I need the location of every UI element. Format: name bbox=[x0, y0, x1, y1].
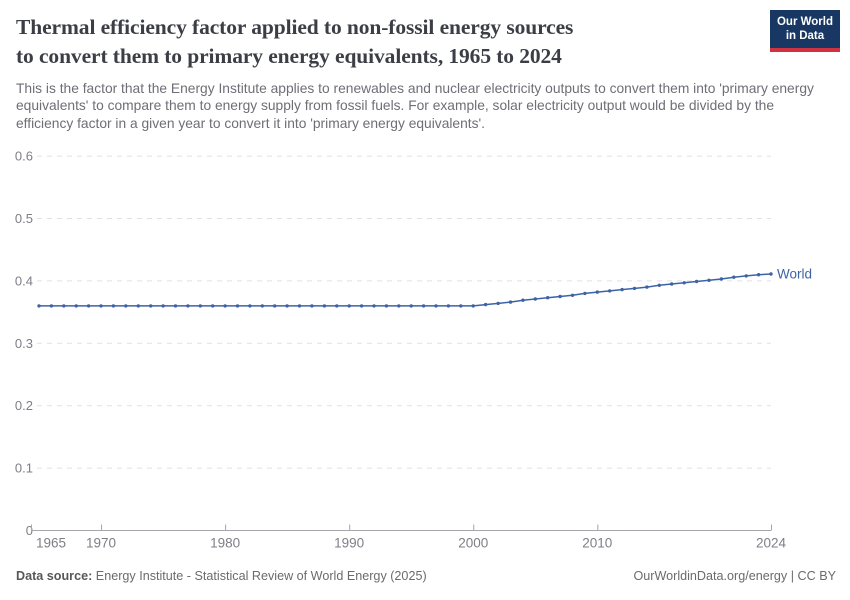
data-point[interactable] bbox=[546, 296, 550, 300]
y-axis-tick-label: 0.5 bbox=[15, 211, 33, 226]
data-point[interactable] bbox=[719, 277, 724, 281]
data-point[interactable] bbox=[645, 285, 649, 289]
chart-title-line2: to convert them to primary energy equiva… bbox=[16, 44, 562, 68]
data-source-text: Energy Institute - Statistical Review of… bbox=[92, 569, 427, 583]
data-point[interactable] bbox=[496, 301, 500, 306]
data-point[interactable] bbox=[310, 304, 314, 308]
owid-logo-line1: Our World bbox=[776, 16, 833, 28]
data-point[interactable] bbox=[608, 289, 612, 293]
data-point[interactable] bbox=[86, 304, 91, 308]
world-line[interactable] bbox=[39, 273, 772, 307]
data-point[interactable] bbox=[533, 297, 537, 301]
data-point[interactable] bbox=[583, 291, 587, 296]
data-point[interactable] bbox=[111, 304, 116, 308]
data-point[interactable] bbox=[285, 304, 289, 308]
y-axis-tick-label: 0 bbox=[26, 523, 33, 538]
data-point[interactable] bbox=[322, 304, 327, 308]
data-source: Data source: Energy Institute - Statisti… bbox=[16, 569, 427, 583]
data-point[interactable] bbox=[223, 304, 227, 308]
owid-logo[interactable]: Our World in Data bbox=[769, 10, 840, 52]
data-point[interactable] bbox=[359, 304, 364, 308]
series-label-world[interactable]: World bbox=[777, 267, 812, 282]
data-point[interactable] bbox=[421, 304, 426, 308]
data-point[interactable] bbox=[37, 304, 41, 308]
data-point[interactable] bbox=[198, 304, 202, 308]
chart-footer: Data source: Energy Institute - Statisti… bbox=[16, 569, 836, 583]
data-point[interactable] bbox=[558, 294, 562, 299]
data-point[interactable] bbox=[694, 279, 699, 284]
data-point[interactable] bbox=[149, 304, 153, 308]
data-point[interactable] bbox=[732, 275, 736, 279]
data-point[interactable] bbox=[347, 304, 351, 308]
data-point[interactable] bbox=[49, 304, 54, 308]
data-point[interactable] bbox=[707, 278, 711, 282]
data-point[interactable] bbox=[756, 273, 761, 277]
plot-area[interactable] bbox=[39, 150, 771, 531]
data-point[interactable] bbox=[595, 290, 599, 294]
y-axis-tick-label: 0.1 bbox=[15, 461, 33, 476]
data-point[interactable] bbox=[161, 304, 165, 308]
data-point[interactable] bbox=[211, 304, 215, 308]
data-point[interactable] bbox=[74, 304, 78, 308]
x-axis-tick-label: 1970 bbox=[86, 536, 116, 551]
data-point[interactable] bbox=[670, 282, 674, 286]
chart-title-line1: Thermal efficiency factor applied to non… bbox=[16, 15, 574, 39]
data-point[interactable] bbox=[521, 298, 525, 302]
data-point[interactable] bbox=[397, 304, 401, 308]
data-point[interactable] bbox=[297, 304, 302, 308]
data-point[interactable] bbox=[124, 304, 128, 308]
data-point[interactable] bbox=[273, 304, 277, 308]
data-point[interactable] bbox=[186, 304, 190, 308]
y-axis-tick-label: 0.6 bbox=[15, 149, 33, 164]
y-axis-tick-label: 0.4 bbox=[15, 273, 33, 288]
data-point[interactable] bbox=[384, 304, 389, 308]
data-point[interactable] bbox=[446, 304, 451, 308]
data-point[interactable] bbox=[372, 304, 376, 308]
data-point[interactable] bbox=[632, 286, 637, 291]
data-point[interactable] bbox=[459, 304, 463, 308]
line-chart[interactable]: 0 0.1 0.2 0.3 0.4 0.5 0.6 1965 1970 1980 1990 2000 2… bbox=[0, 140, 850, 565]
data-point[interactable] bbox=[682, 281, 686, 285]
data-point[interactable] bbox=[62, 304, 66, 308]
x-axis-tick-label: 2010 bbox=[582, 536, 612, 551]
data-point[interactable] bbox=[570, 293, 575, 297]
x-axis-tick-label: 1990 bbox=[334, 536, 364, 551]
data-point[interactable] bbox=[99, 304, 103, 308]
owid-logo-line2: in Data bbox=[785, 29, 825, 42]
data-point[interactable] bbox=[744, 274, 748, 278]
data-point[interactable] bbox=[657, 283, 661, 287]
data-point[interactable] bbox=[508, 300, 513, 304]
data-point[interactable] bbox=[173, 304, 178, 308]
x-axis-tick-label: 1965 bbox=[36, 536, 66, 551]
data-point[interactable] bbox=[260, 304, 264, 308]
credit-link[interactable]: OurWorldinData.org/energy | CC BY bbox=[633, 569, 836, 583]
data-point[interactable] bbox=[248, 304, 252, 308]
data-point[interactable] bbox=[335, 304, 339, 308]
y-axis-tick-label: 0.2 bbox=[15, 398, 33, 413]
x-axis-tick-label: 2024 bbox=[756, 536, 787, 551]
y-axis-tick-label: 0.3 bbox=[15, 336, 33, 351]
data-source-label: Data source: bbox=[16, 569, 93, 583]
chart-subtitle: This is the factor that the Energy Insti… bbox=[16, 81, 814, 131]
data-point[interactable] bbox=[409, 304, 413, 308]
x-axis-tick-label: 2000 bbox=[458, 536, 488, 551]
data-point[interactable] bbox=[471, 304, 475, 308]
data-point[interactable] bbox=[434, 304, 438, 308]
x-axis-tick-label: 1980 bbox=[210, 536, 240, 551]
data-point[interactable] bbox=[620, 287, 624, 292]
data-point[interactable] bbox=[769, 272, 773, 276]
data-point[interactable] bbox=[136, 304, 140, 308]
chart-title: Thermal efficiency factor applied to non… bbox=[16, 13, 761, 71]
data-point[interactable] bbox=[483, 302, 488, 307]
data-point[interactable] bbox=[235, 304, 240, 308]
